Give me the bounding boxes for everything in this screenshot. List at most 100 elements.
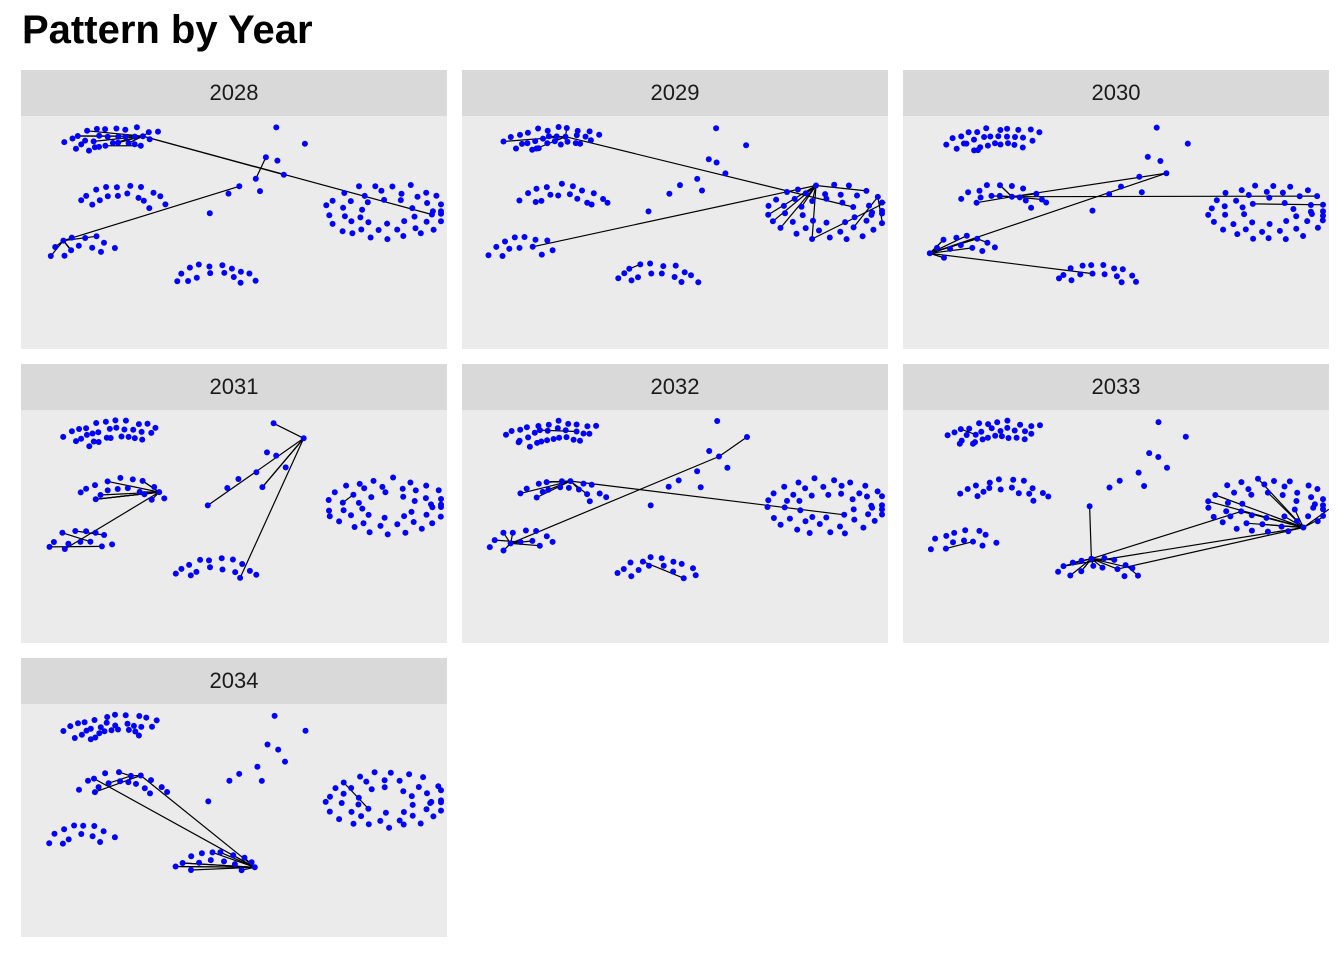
network-node <box>193 568 200 575</box>
network-node <box>565 420 572 427</box>
network-node <box>331 489 338 496</box>
network-node <box>125 726 132 733</box>
network-node <box>724 464 731 471</box>
network-node <box>47 253 54 259</box>
network-node <box>1304 187 1311 194</box>
network-plot <box>47 124 444 286</box>
network-node <box>802 190 809 197</box>
network-node <box>1300 233 1307 239</box>
network-node <box>837 523 843 530</box>
network-node <box>1223 508 1230 515</box>
network-node <box>407 182 414 188</box>
network-node <box>158 784 165 791</box>
network-node <box>131 133 138 140</box>
network-node <box>639 558 646 565</box>
network-node <box>970 440 976 447</box>
network-node <box>1245 192 1252 198</box>
network-node <box>429 520 436 527</box>
network-node <box>275 746 282 753</box>
network-node <box>1021 436 1028 443</box>
network-node <box>60 237 67 244</box>
network-node <box>879 220 885 227</box>
network-node <box>1020 134 1026 141</box>
network-node <box>428 211 435 218</box>
network-node <box>1250 235 1257 242</box>
network-node <box>648 270 655 277</box>
network-node <box>1205 504 1212 511</box>
network-node <box>793 230 800 237</box>
network-node <box>1300 524 1307 531</box>
network-node <box>770 515 777 521</box>
network-node <box>507 134 514 140</box>
network-node <box>348 785 355 791</box>
network-edge <box>75 530 105 536</box>
network-node <box>1005 140 1011 147</box>
network-node <box>558 180 565 187</box>
network-node <box>384 236 391 243</box>
network-node <box>976 187 983 194</box>
network-node <box>1118 183 1124 190</box>
network-node <box>1238 479 1245 486</box>
network-node <box>121 426 128 433</box>
network-node <box>544 437 551 444</box>
network-node <box>980 488 987 495</box>
network-node <box>78 731 85 738</box>
network-node <box>992 432 999 439</box>
network-node <box>1004 424 1011 431</box>
network-node <box>86 443 93 450</box>
network-node <box>104 193 111 200</box>
network-node <box>68 428 75 435</box>
network-node <box>323 202 330 209</box>
network-node <box>1182 433 1189 440</box>
network-node <box>647 260 654 267</box>
network-node <box>1119 266 1126 273</box>
network-node <box>549 247 556 254</box>
network-node <box>1242 226 1249 233</box>
network-node <box>83 485 90 492</box>
network-edge <box>239 438 305 579</box>
network-node <box>1255 475 1261 482</box>
network-node <box>943 532 950 539</box>
network-node <box>412 225 419 232</box>
network-node <box>529 243 536 250</box>
network-node <box>1320 212 1326 219</box>
facet-strip-label: 2031 <box>21 364 447 410</box>
network-node <box>1294 518 1300 525</box>
facet-plot-area <box>21 410 447 643</box>
network-node <box>78 141 85 148</box>
network-node <box>670 558 677 565</box>
network-node <box>1012 134 1018 140</box>
network-node <box>827 529 834 536</box>
network-node <box>666 190 673 197</box>
network-node <box>941 254 947 261</box>
network-edge <box>532 184 817 248</box>
network-node <box>1248 491 1255 498</box>
network-node <box>248 859 255 866</box>
network-node <box>68 247 75 254</box>
network-node <box>879 493 885 500</box>
network-node <box>694 468 701 475</box>
network-node <box>435 487 442 494</box>
network-node <box>411 498 418 504</box>
network-node <box>694 175 701 182</box>
network-node <box>364 199 371 206</box>
network-node <box>273 124 280 131</box>
network-node <box>1263 188 1270 195</box>
network-node <box>130 722 137 729</box>
network-node <box>1088 555 1095 562</box>
network-node <box>1036 129 1043 136</box>
network-node <box>574 127 581 134</box>
network-node <box>150 189 157 196</box>
network-node <box>350 491 357 498</box>
network-node <box>382 489 389 496</box>
network-node <box>974 129 981 136</box>
network-node <box>358 813 365 820</box>
network-node <box>1271 478 1277 484</box>
network-node <box>957 426 964 433</box>
network-node <box>157 193 164 200</box>
network-node <box>377 522 384 529</box>
network-node <box>862 482 869 489</box>
network-edge <box>718 436 748 457</box>
network-node <box>1221 203 1228 210</box>
network-node <box>396 817 403 824</box>
